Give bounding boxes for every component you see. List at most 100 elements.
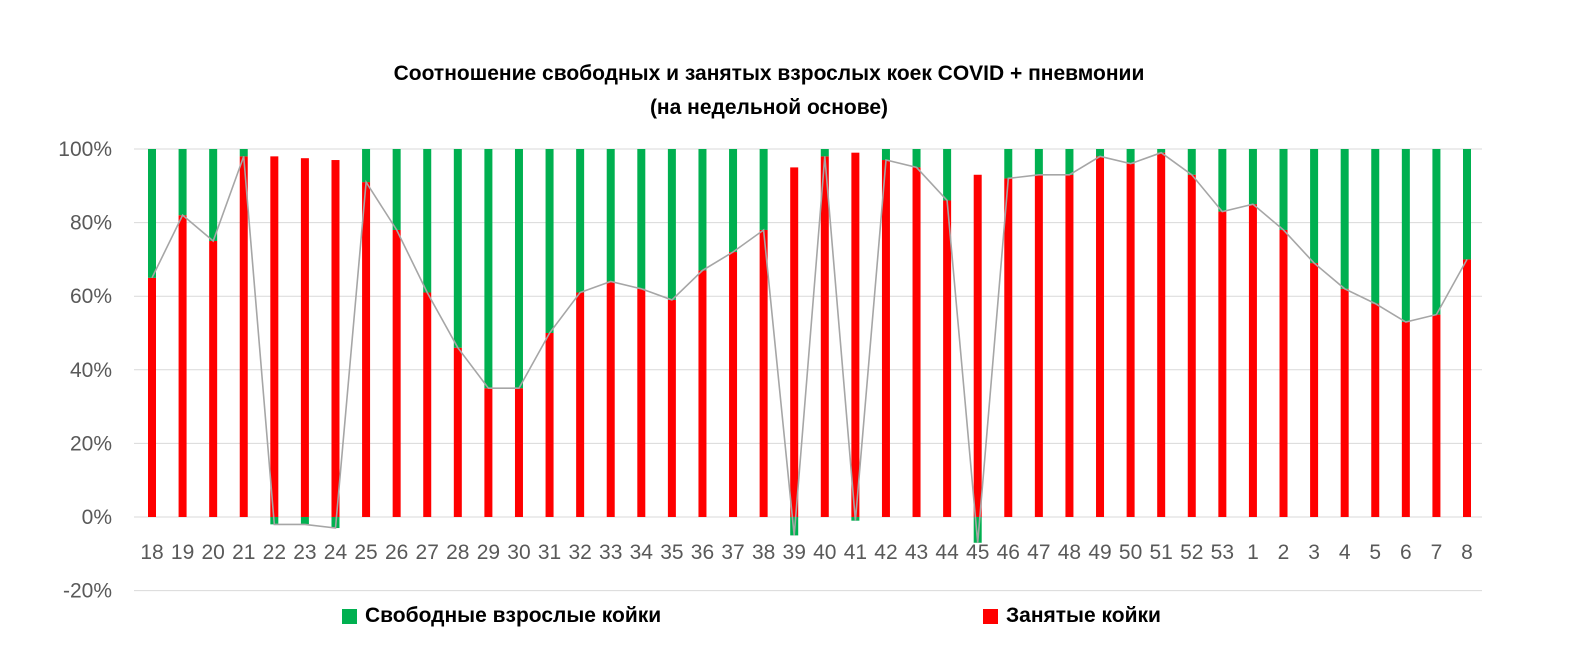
x-tick-label: 47 — [1027, 541, 1050, 564]
x-tick-label: 3 — [1308, 541, 1320, 564]
x-tick-label: 7 — [1431, 541, 1443, 564]
bar-free — [1340, 149, 1349, 289]
bar-free — [1034, 149, 1043, 175]
bar-free — [1157, 149, 1166, 153]
bar-occupied — [239, 156, 248, 518]
bar-free — [1187, 149, 1196, 175]
x-tick-label: 52 — [1180, 541, 1203, 564]
bar-occupied — [1157, 152, 1166, 517]
bar-occupied — [698, 270, 707, 517]
bar-occupied — [331, 160, 340, 518]
bar-occupied — [453, 347, 462, 517]
bar-free — [1401, 149, 1410, 322]
x-tick-label: 27 — [416, 541, 439, 564]
x-tick-label: 21 — [232, 541, 255, 564]
x-tick-label: 48 — [1058, 541, 1081, 564]
bar-free — [148, 149, 156, 278]
bar-occupied — [1248, 204, 1257, 517]
bar-free — [912, 149, 921, 168]
x-tick-label: 42 — [874, 541, 897, 564]
bar-occupied — [209, 241, 218, 517]
bar-free — [239, 149, 248, 157]
bar-free — [637, 149, 646, 289]
bar-occupied — [1371, 303, 1380, 517]
bar-occupied — [178, 215, 187, 518]
x-tick-label: 43 — [905, 541, 928, 564]
x-tick-label: 37 — [721, 541, 744, 564]
x-tick-label: 26 — [385, 541, 408, 564]
series-line — [151, 151, 1468, 543]
bar-occupied — [1096, 156, 1105, 518]
bar-occupied — [1463, 259, 1471, 517]
x-tick-label: 49 — [1088, 541, 1111, 564]
bar-occupied — [1218, 211, 1227, 517]
x-tick-label: 5 — [1369, 541, 1381, 564]
y-tick-label: 0% — [82, 506, 112, 529]
y-tick-label: 60% — [70, 285, 112, 308]
x-tick-label: 51 — [1150, 541, 1173, 564]
bar-occupied — [1004, 178, 1013, 517]
bar-occupied — [514, 388, 523, 517]
bar-occupied — [973, 174, 982, 517]
bar-free — [300, 517, 309, 525]
bar-free — [1096, 149, 1105, 157]
bar-occupied — [1310, 263, 1319, 517]
legend-item-occupied-beds: Занятые койки — [983, 604, 1161, 628]
chart-subtitle: (на недельной основе) — [649, 96, 889, 119]
bar-occupied — [637, 288, 646, 517]
bar-free — [1126, 149, 1135, 164]
bar-free — [820, 149, 829, 157]
x-tick-label: 18 — [140, 541, 163, 564]
bar-occupied — [820, 156, 829, 518]
x-tick-label: 2 — [1278, 541, 1290, 564]
x-tick-label: 25 — [354, 541, 377, 564]
x-tick-label: 1 — [1247, 541, 1259, 564]
bar-occupied — [1187, 174, 1196, 517]
x-tick-label: 45 — [966, 541, 989, 564]
x-tick-label: 28 — [446, 541, 469, 564]
bar-occupied — [362, 182, 371, 517]
bar-occupied — [912, 167, 921, 517]
legend-label-free: Свободные взрослые койки — [365, 604, 662, 627]
bar-occupied — [790, 167, 799, 517]
bar-free — [576, 149, 585, 293]
bar-free — [178, 149, 187, 216]
bar-occupied — [851, 152, 860, 517]
x-tick-label: 22 — [263, 541, 286, 564]
bar-occupied — [392, 229, 401, 517]
bar-free — [1371, 149, 1380, 304]
bar-free — [943, 149, 952, 201]
bar-free — [1004, 149, 1013, 179]
x-tick-label: 24 — [324, 541, 348, 564]
bar-free — [1432, 149, 1441, 315]
bar-free — [1310, 149, 1319, 264]
bar-occupied — [1065, 174, 1074, 517]
legend-swatch-free — [342, 608, 357, 624]
y-tick-label: 80% — [70, 212, 112, 235]
legend-label-occupied: Занятые койки — [1006, 604, 1161, 627]
x-tick-label: 8 — [1461, 541, 1473, 564]
y-tick-label: 100% — [58, 138, 112, 161]
bar-free — [1248, 149, 1257, 205]
bar-occupied — [300, 158, 309, 517]
bar-free — [392, 149, 401, 230]
x-tick-label: 19 — [171, 541, 194, 564]
bar-occupied — [484, 388, 493, 517]
bar-free — [453, 149, 462, 348]
bar-occupied — [423, 292, 432, 517]
x-tick-label: 29 — [477, 541, 500, 564]
bar-occupied — [1034, 174, 1043, 517]
y-tick-label: 40% — [70, 359, 112, 382]
x-tick-label: 6 — [1400, 541, 1412, 564]
chart-title: Соотношение свободных и занятых взрослых… — [393, 62, 1145, 85]
y-tick-label: 20% — [70, 432, 112, 455]
x-tick-label: 4 — [1339, 541, 1351, 564]
x-tick-label: 31 — [538, 541, 561, 564]
bar-occupied — [1126, 163, 1135, 517]
x-tick-label: 50 — [1119, 541, 1142, 564]
x-tick-label: 32 — [568, 541, 591, 564]
bar-free — [423, 149, 432, 293]
bar-occupied — [1432, 314, 1441, 517]
bar-occupied — [606, 281, 615, 517]
